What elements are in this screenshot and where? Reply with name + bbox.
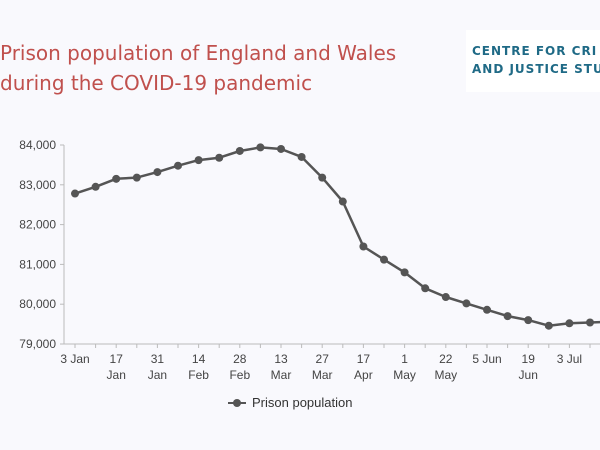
x-tick-label-month: Apr bbox=[354, 368, 373, 382]
logo-text-line-2: AND JUSTICE STUD bbox=[472, 62, 600, 76]
data-point bbox=[400, 268, 409, 277]
chart-legend: Prison population bbox=[228, 395, 352, 410]
x-tick-label: 1 bbox=[401, 352, 408, 366]
x-tick-label: 5 Jun bbox=[472, 352, 501, 366]
y-tick-label: 82,000 bbox=[19, 218, 56, 232]
legend-line-marker-icon bbox=[228, 398, 246, 408]
data-point bbox=[132, 173, 141, 182]
x-tick-label-month: Jun bbox=[519, 368, 538, 382]
x-tick-label: 22 bbox=[439, 352, 453, 366]
x-tick-label-month: Feb bbox=[229, 368, 250, 382]
y-tick-label: 83,000 bbox=[19, 178, 56, 192]
data-point bbox=[215, 153, 224, 162]
x-tick-label: 3 Jan bbox=[60, 352, 89, 366]
data-point bbox=[318, 173, 327, 182]
data-point bbox=[441, 293, 450, 302]
y-tick-label: 79,000 bbox=[19, 337, 56, 351]
x-tick-label-month: Mar bbox=[271, 368, 292, 382]
y-tick-label: 81,000 bbox=[19, 257, 56, 271]
x-tick-label: 3 Jul bbox=[557, 352, 582, 366]
y-tick-label: 84,000 bbox=[19, 138, 56, 152]
data-point bbox=[71, 189, 79, 198]
x-tick-label: 19 bbox=[522, 352, 536, 366]
x-tick-label-month: May bbox=[393, 368, 416, 382]
x-tick-label-month: Feb bbox=[188, 368, 209, 382]
data-point bbox=[297, 152, 306, 161]
x-tick-label: 14 bbox=[192, 352, 206, 366]
y-tick-label: 80,000 bbox=[19, 297, 56, 311]
x-tick-label: 13 bbox=[274, 352, 288, 366]
series-line-prison-population bbox=[74, 146, 600, 327]
x-tick-label: 17 bbox=[357, 352, 371, 366]
data-point bbox=[503, 312, 512, 321]
x-tick-label: 27 bbox=[316, 352, 330, 366]
logo-text-line-1: CENTRE FOR CRI bbox=[472, 44, 598, 58]
data-point bbox=[380, 255, 388, 264]
x-tick-label-month: Mar bbox=[312, 368, 333, 382]
x-tick-label-month: Jan bbox=[107, 368, 126, 382]
chart-title-line-1: Prison population of England and Wales bbox=[0, 41, 397, 65]
data-point bbox=[359, 242, 368, 251]
chart-title: Prison population of England and Wales d… bbox=[0, 38, 396, 98]
data-point bbox=[462, 299, 471, 308]
data-point bbox=[256, 143, 265, 152]
data-point bbox=[277, 144, 285, 153]
data-point bbox=[421, 284, 430, 293]
data-point bbox=[586, 318, 594, 327]
chart-title-line-2: during the COVID-19 pandemic bbox=[0, 71, 313, 95]
legend-label: Prison population bbox=[252, 395, 353, 410]
data-point bbox=[235, 146, 244, 155]
data-point bbox=[565, 319, 574, 328]
x-tick-label-month: May bbox=[434, 368, 457, 382]
x-tick-label-month: Jan bbox=[148, 368, 167, 382]
x-tick-label: 31 bbox=[151, 352, 165, 366]
data-point bbox=[194, 156, 203, 165]
x-tick-label: 28 bbox=[233, 352, 247, 366]
data-point bbox=[338, 197, 347, 206]
data-point bbox=[112, 174, 121, 183]
data-point bbox=[91, 182, 100, 191]
data-point bbox=[153, 168, 162, 177]
data-point bbox=[524, 316, 533, 325]
x-tick-label: 17 bbox=[110, 352, 124, 366]
data-point bbox=[174, 161, 182, 170]
organization-logo: CENTRE FOR CRI AND JUSTICE STUD bbox=[466, 30, 600, 92]
data-point bbox=[483, 305, 491, 314]
data-point bbox=[544, 321, 553, 330]
